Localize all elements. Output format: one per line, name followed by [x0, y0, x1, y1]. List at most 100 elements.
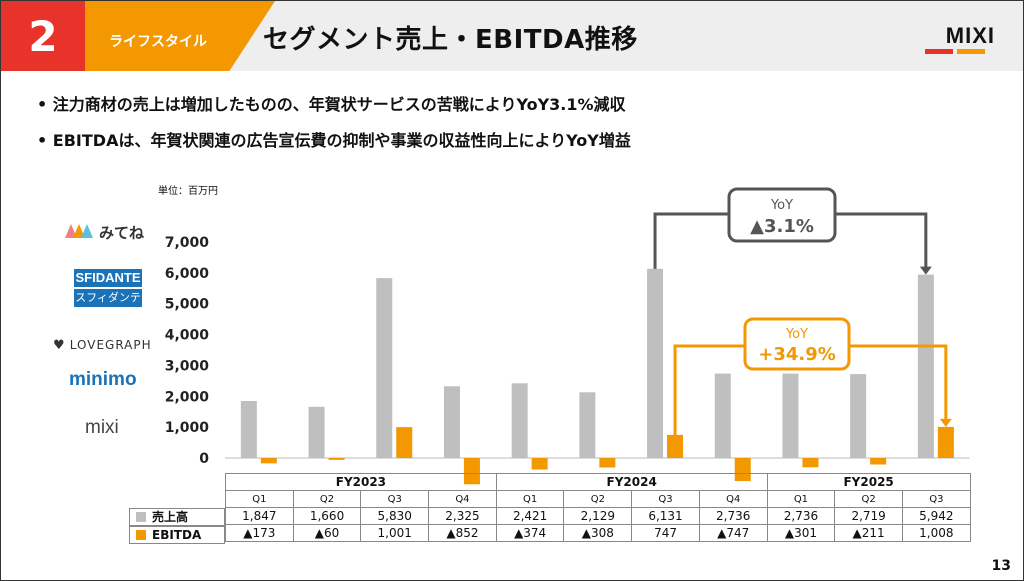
section-number: 2	[1, 1, 85, 71]
sales-bar	[240, 401, 257, 458]
ebitda-bar	[531, 458, 548, 470]
ebitda-yoy-value: +34.9%	[758, 344, 836, 365]
unit-label: 単位：百万円	[158, 186, 218, 197]
sales-value-cell: 2,325	[428, 507, 497, 525]
ebitda-yoy-box	[743, 317, 851, 371]
category-label: ライフスタイル	[109, 34, 207, 50]
ebitda-bar	[802, 458, 819, 468]
brand-lovegraph: ♥ LOVEGRAPH	[53, 334, 152, 353]
ebitda-value-cell: 747	[631, 524, 700, 542]
sales-value-cell: 1,847	[225, 507, 294, 525]
ebitda-legend: EBITDA	[129, 526, 225, 544]
fiscal-year-header: FY2023	[225, 473, 497, 491]
quarter-row: Q1 Q2 Q3 Q4 Q1 Q2 Q3 Q4 Q1 Q2 Q3	[225, 490, 971, 508]
y-tick-label: 0	[199, 451, 209, 467]
header: 2 ライフスタイル セグメント売上・EBITDA推移 MIXI	[1, 1, 1023, 71]
sales-value-cell: 1,660	[292, 507, 362, 525]
quarter-header: Q2	[834, 490, 903, 508]
ebitda-legend-swatch	[136, 530, 146, 540]
y-tick-label: 3,000	[165, 358, 210, 374]
ebitda-value-cell: ▲211	[834, 524, 903, 542]
heart-icon: ♥	[53, 338, 65, 353]
quarter-header: Q1	[225, 490, 294, 508]
sales-value-cell: 5,942	[901, 507, 971, 525]
quarter-header: Q1	[766, 490, 836, 508]
sales-value-cell: 2,736	[766, 507, 836, 525]
sales-bar	[376, 278, 393, 458]
ebitda-yoy-arrowhead	[939, 418, 952, 427]
sfidante-ja-label: スフィダンテ	[74, 289, 142, 307]
sales-legend-label: 売上高	[152, 510, 189, 524]
ebitda-value-cell: ▲852	[428, 524, 497, 542]
brand-sfidante: SFIDANTE スフィダンテ	[74, 269, 142, 307]
sales-yoy-arrowhead	[919, 266, 932, 275]
quarter-header: Q3	[901, 490, 971, 508]
ebitda-value-cell: 1,001	[360, 524, 430, 542]
page-title: セグメント売上・EBITDA推移	[263, 25, 638, 55]
quarter-header: Q2	[563, 490, 633, 508]
minimo-label: minimo	[69, 369, 137, 390]
y-tick-label: 7,000	[165, 235, 210, 251]
fiscal-year-header: FY2025	[766, 473, 971, 491]
logo-accent-bars	[925, 49, 985, 54]
sales-yoy-label: YoY	[770, 198, 793, 213]
sales-value-cell: 2,736	[698, 507, 768, 525]
brand-mitene: みてね	[65, 222, 144, 244]
ebitda-bar	[599, 458, 616, 468]
ebitda-row: ▲173 ▲60 1,001 ▲852 ▲374 ▲308 747 ▲747 ▲301 ▲211 1…	[225, 524, 971, 542]
quarter-header: Q1	[495, 490, 565, 508]
sales-bar	[782, 373, 799, 458]
sales-bar	[917, 274, 934, 458]
sales-bar	[647, 268, 664, 458]
fiscal-year-row: FY2023 FY2024 FY2025	[225, 473, 971, 491]
sales-value-cell: 6,131	[631, 507, 700, 525]
sales-bar	[579, 392, 596, 458]
y-tick-label: 5,000	[165, 297, 210, 313]
lovegraph-label: LOVEGRAPH	[69, 338, 152, 352]
quarter-header: Q4	[698, 490, 768, 508]
ebitda-bar	[937, 426, 954, 458]
bullet-item: EBITDAは、年賀状関連の広告宣伝費の抑制や事業の収益性向上によりYoY増益	[37, 127, 631, 151]
ebitda-bar	[328, 458, 345, 460]
sales-bar	[850, 374, 867, 458]
sales-legend: 売上高	[129, 508, 225, 526]
y-tick-label: 1,000	[165, 420, 210, 436]
y-tick-label: 2,000	[165, 389, 210, 405]
ebitda-value-cell: ▲308	[563, 524, 633, 542]
data-table: FY2023 FY2024 FY2025 Q1 Q2 Q3 Q4 Q1 Q2 Q3 Q4 Q1 Q2 Q3…	[225, 473, 971, 542]
sales-bar	[308, 406, 325, 458]
quarter-header: Q2	[292, 490, 362, 508]
quarter-header: Q3	[360, 490, 430, 508]
sales-bar	[511, 383, 528, 458]
bullet-item: 注力商材の売上は増加したものの、年賀状サービスの苦戦によりYoY3.1%減収	[37, 91, 631, 115]
sales-yoy-box	[727, 187, 837, 243]
ebitda-bar	[396, 427, 413, 458]
sales-value-cell: 5,830	[360, 507, 430, 525]
sales-value-cell: 2,129	[563, 507, 633, 525]
quarter-header: Q3	[631, 490, 700, 508]
ebitda-yoy-label: YoY	[785, 327, 808, 342]
sales-value-cell: 2,421	[495, 507, 565, 525]
mixi-logo: MIXI	[945, 23, 995, 48]
sales-bar	[443, 386, 460, 458]
y-tick-label: 6,000	[165, 266, 210, 282]
page-number: 13	[991, 558, 1011, 574]
mixi-brand-label: mixi	[85, 417, 119, 438]
ebitda-legend-label: EBITDA	[152, 528, 202, 542]
sales-yoy-value: ▲3.1%	[750, 216, 814, 237]
sfidante-en-label: SFIDANTE	[74, 269, 142, 287]
quarter-header: Q4	[428, 490, 497, 508]
sales-bar	[714, 373, 731, 458]
ebitda-value-cell: ▲374	[495, 524, 565, 542]
ebitda-bar	[260, 458, 277, 464]
sales-value-cell: 2,719	[834, 507, 903, 525]
ebitda-value-cell: ▲173	[225, 524, 294, 542]
mitene-label: みてね	[99, 224, 145, 242]
ebitda-value-cell: ▲301	[766, 524, 836, 542]
y-tick-label: 4,000	[165, 328, 210, 344]
fiscal-year-header: FY2024	[495, 473, 768, 491]
ebitda-bar	[667, 434, 684, 458]
mitene-icon	[65, 224, 93, 238]
sales-row: 1,847 1,660 5,830 2,325 2,421 2,129 6,131 2,736…	[225, 507, 971, 525]
summary-bullets: 注力商材の売上は増加したものの、年賀状サービスの苦戦によりYoY3.1%減収 E…	[37, 91, 631, 163]
